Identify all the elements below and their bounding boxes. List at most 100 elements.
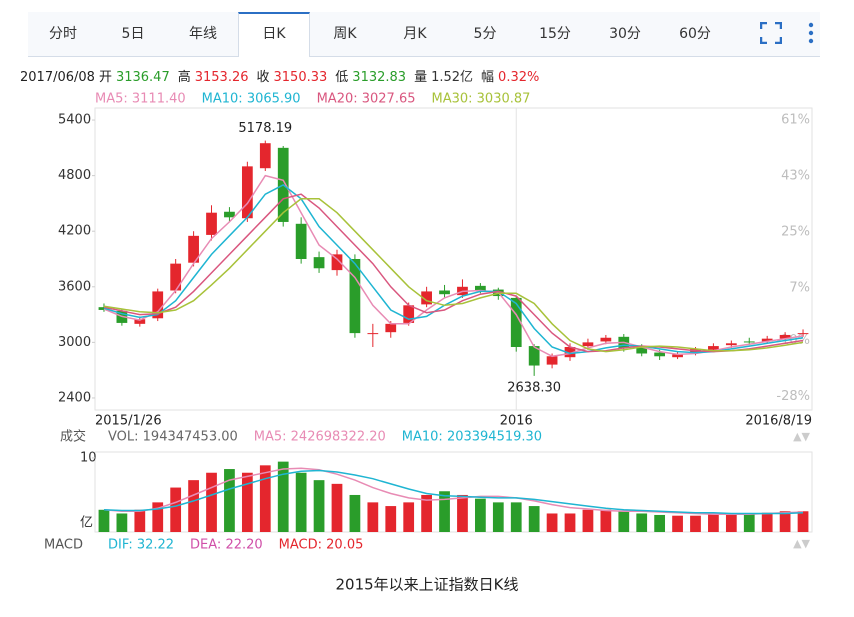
tab[interactable]: 年线 xyxy=(189,26,217,42)
volume-bar xyxy=(779,511,791,532)
volume-bar xyxy=(528,506,540,532)
candle-body xyxy=(708,346,719,350)
candle-body xyxy=(116,310,128,323)
candle-body xyxy=(439,290,450,295)
volume-bar xyxy=(98,509,110,532)
volume-bar xyxy=(385,506,397,532)
tab[interactable]: 月K xyxy=(403,26,427,42)
volume-bar xyxy=(439,491,450,532)
candle-body xyxy=(313,257,325,269)
volume-bar xyxy=(546,513,558,532)
y-tick-label: 4200 xyxy=(58,224,91,239)
volume-bar xyxy=(636,513,648,532)
volume-bar xyxy=(457,494,468,532)
trough-label: 2638.30 xyxy=(507,380,561,395)
candle-body xyxy=(206,212,217,235)
volume-bar xyxy=(654,514,666,532)
legend-entry: MA10: 203394519.30 xyxy=(402,430,542,445)
tab[interactable]: 30分 xyxy=(609,26,641,42)
y2-tick-label: -28% xyxy=(776,389,810,404)
volume-bar xyxy=(403,502,415,532)
y-tick-label: 3600 xyxy=(58,279,91,294)
candle-body xyxy=(600,337,612,342)
unit-label: 亿 xyxy=(80,516,93,531)
quote-value: 3132.83 xyxy=(352,70,407,85)
arrows: ▲▼ xyxy=(793,537,810,550)
tab[interactable]: 周K xyxy=(333,26,357,42)
candle-body xyxy=(259,143,271,169)
candle-body xyxy=(367,333,379,335)
volume-bar xyxy=(206,472,217,532)
volume-bar xyxy=(277,461,289,532)
legend-entry: DEA: 22.20 xyxy=(190,538,263,553)
quote-value: 3150.33 xyxy=(273,70,328,85)
more-icon[interactable] xyxy=(808,22,814,44)
legend-entry: MACD: 20.05 xyxy=(279,538,364,553)
legend-entry: MA10: 3065.90 xyxy=(202,92,301,107)
plot-frame xyxy=(94,451,813,533)
candle-body xyxy=(492,289,504,297)
y2-tick-label: 7% xyxy=(789,280,810,295)
volume-bar xyxy=(618,511,630,532)
toolbar-icons xyxy=(760,22,814,44)
candle-body xyxy=(277,147,289,222)
tab[interactable]: 15分 xyxy=(539,26,571,42)
peak-label: 5178.19 xyxy=(238,121,292,136)
candle-body xyxy=(725,343,737,346)
panel-title: 成交 xyxy=(60,429,86,445)
tab[interactable]: 5分 xyxy=(473,26,497,42)
candle-body xyxy=(475,285,486,291)
volume-bar xyxy=(690,515,701,532)
candle-body xyxy=(385,323,397,333)
tab-bar: 分时 5日 年线 日K 周K 月K 5分 15分 30分 60分 xyxy=(28,12,820,57)
legend-entry: MA20: 3027.65 xyxy=(317,92,416,107)
candle-body xyxy=(672,354,683,358)
volume-bar xyxy=(188,480,199,532)
fullscreen-icon[interactable] xyxy=(760,22,782,44)
quote-value: 3153.26 xyxy=(194,70,249,85)
volume-bar xyxy=(797,511,809,532)
tab[interactable]: 60分 xyxy=(679,26,711,42)
volume-bar xyxy=(743,513,755,532)
candle-body xyxy=(188,235,199,263)
candle-body xyxy=(134,319,146,324)
quote-label: 开 xyxy=(98,70,112,85)
quote-date: 2017/06/08 xyxy=(20,70,95,85)
tab[interactable]: 日K xyxy=(238,12,310,57)
candle-body xyxy=(98,307,110,310)
candle-body xyxy=(528,346,540,366)
volume-bar xyxy=(672,515,683,532)
volume-bar xyxy=(367,502,379,532)
candle-body xyxy=(797,333,809,335)
candle-body xyxy=(457,286,468,296)
plot-frame xyxy=(94,107,813,411)
candle-body xyxy=(690,348,701,354)
y2-tick-label: 43% xyxy=(781,168,810,183)
volume-bar xyxy=(582,509,594,532)
volume-bar xyxy=(564,513,576,532)
candle-body xyxy=(546,356,558,365)
candle-body xyxy=(510,297,522,348)
ma-line xyxy=(103,198,804,353)
legend-entry: MA5: 3111.40 xyxy=(95,92,186,107)
arrows: ▲▼ xyxy=(793,430,810,443)
x-tick-label: 2016 xyxy=(500,414,533,429)
quote-label: 高 xyxy=(177,70,191,85)
candle-body xyxy=(224,211,235,218)
y-tick-label: 5400 xyxy=(58,113,91,128)
tab[interactable]: 5日 xyxy=(121,26,145,42)
volume-bar xyxy=(224,469,235,532)
ma-line xyxy=(103,184,804,355)
volume-bar xyxy=(475,498,486,532)
volume-bar xyxy=(600,509,612,532)
candle-body xyxy=(170,263,182,291)
ma-line xyxy=(103,174,804,358)
volume-bar xyxy=(331,483,343,532)
candle-body xyxy=(636,347,648,354)
volume-bar xyxy=(116,513,128,532)
volume-ma-line xyxy=(103,467,804,515)
tab[interactable]: 分时 xyxy=(49,26,77,42)
candle-body xyxy=(743,341,755,343)
